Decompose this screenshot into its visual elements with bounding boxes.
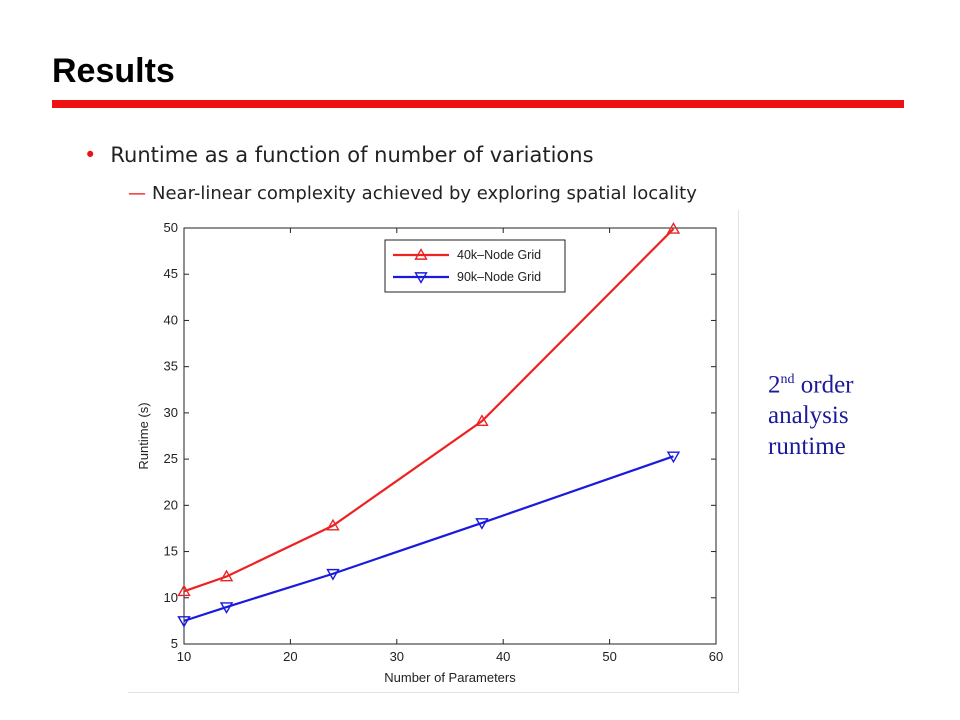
x-tick-label: 10	[177, 649, 191, 664]
data-point	[177, 616, 191, 628]
series-line-1	[183, 228, 675, 593]
legend-label: 90k–Node Grid	[457, 270, 541, 284]
x-tick-label: 50	[602, 649, 616, 664]
y-tick-label: 50	[164, 220, 178, 235]
x-tick-label: 20	[283, 649, 297, 664]
data-point	[475, 414, 489, 427]
y-axis-label: Runtime (s)	[136, 402, 151, 469]
side-note-number: 2	[768, 371, 781, 399]
bullet-item: • Runtime as a function of number of vari…	[84, 143, 594, 167]
legend-marker	[414, 248, 428, 260]
sub-bullet-text: Near-linear complexity achieved by explo…	[152, 183, 697, 204]
legend-label: 40k–Node Grid	[457, 248, 541, 262]
x-axis-label: Number of Parameters	[384, 670, 516, 685]
legend-box	[384, 239, 566, 293]
y-tick-label: 10	[164, 590, 178, 605]
data-point	[219, 569, 234, 582]
y-tick-label: 25	[164, 451, 178, 466]
title-underline	[52, 100, 904, 108]
side-note-line-1: 2nd order	[768, 364, 854, 400]
data-point	[219, 602, 234, 614]
slide-title: Results	[52, 52, 175, 90]
data-point	[475, 518, 489, 530]
y-tick-label: 40	[164, 312, 178, 327]
x-tick-label: 60	[709, 649, 723, 664]
side-note: 2nd order analysis runtime	[768, 364, 854, 462]
side-note-ordinal: nd	[780, 372, 795, 387]
y-tick-label: 20	[164, 497, 178, 512]
bullet-text: Runtime as a function of number of varia…	[110, 143, 594, 167]
side-note-line-2: analysis	[768, 402, 849, 430]
runtime-chart: 10 20 30 40 50 60 5 10 15 20 25 30 35 40 45 50 Number of…	[128, 210, 739, 693]
y-tick-label: 35	[164, 359, 178, 374]
sub-bullet-item: — Near-linear complexity achieved by expl…	[128, 183, 697, 210]
legend-marker	[414, 272, 428, 284]
data-point	[326, 518, 340, 531]
data-point	[666, 451, 681, 464]
data-point	[177, 584, 191, 597]
x-tick-label: 40	[496, 649, 510, 664]
side-note-order: order	[794, 371, 854, 399]
y-tick-label: 5	[171, 636, 178, 651]
x-tick-label: 30	[390, 649, 404, 664]
data-point	[326, 568, 340, 581]
plot-frame	[183, 227, 717, 645]
data-point	[666, 222, 681, 234]
y-tick-label: 45	[164, 266, 178, 281]
side-note-line-3: runtime	[768, 433, 846, 461]
bullet-dot-icon: •	[84, 143, 97, 167]
sub-bullet-dash: —	[128, 183, 146, 204]
y-tick-label: 15	[164, 544, 178, 559]
series-line-2	[183, 455, 674, 622]
y-tick-label: 30	[164, 405, 178, 420]
